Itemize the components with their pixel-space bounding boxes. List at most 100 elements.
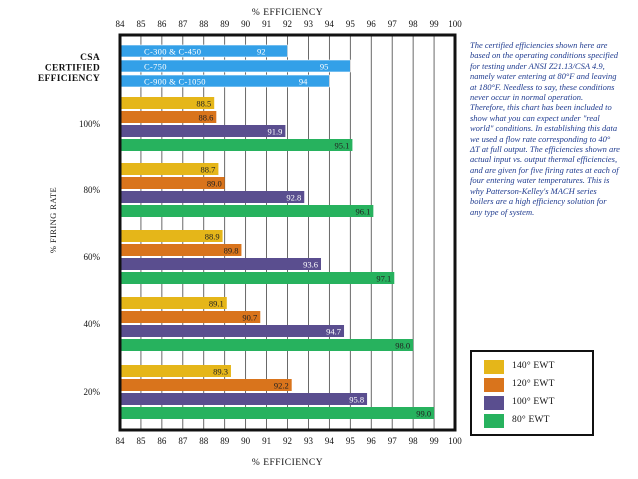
bar: [121, 407, 435, 419]
bar-value-label: 95.1: [335, 141, 350, 151]
bar-value-label: 89.0: [207, 179, 222, 189]
bar-value-label: 96.1: [355, 207, 370, 217]
x-tick-label-bottom: 99: [430, 436, 440, 446]
category-label: 80%: [84, 185, 101, 195]
bar: [121, 125, 286, 137]
x-tick-label-top: 98: [409, 19, 419, 29]
legend-label: 140° EWT: [512, 361, 555, 371]
bar: [121, 230, 223, 242]
x-axis-label: % EFFICIENCY: [252, 458, 323, 468]
x-tick-label-top: 84: [116, 19, 126, 29]
bar: [121, 325, 345, 337]
csa-bar-name: C-900 & C-1050: [144, 77, 206, 87]
bar: [121, 365, 231, 377]
bar: [121, 311, 261, 323]
csa-label: EFFICIENCY: [38, 74, 100, 84]
x-tick-label-top: 87: [178, 19, 188, 29]
bar: [121, 244, 242, 256]
legend-item: 80° EWT: [484, 414, 584, 430]
plot-frame: [118, 33, 457, 432]
x-tick-label-bottom: 94: [325, 436, 335, 446]
bar-value-label: 89.8: [224, 246, 239, 256]
legend-item: 140° EWT: [484, 360, 584, 376]
category-label: 40%: [84, 319, 101, 329]
bar-value-label: 99.0: [416, 409, 431, 419]
bar-value-label: 88.5: [196, 99, 211, 109]
x-tick-label-bottom: 91: [262, 436, 271, 446]
bar: [121, 97, 215, 109]
x-tick-label-bottom: 89: [220, 436, 230, 446]
bar-value-label: 98.0: [395, 341, 410, 351]
bar: [121, 393, 368, 405]
category-label: 60%: [84, 252, 101, 262]
x-tick-label-bottom: 87: [178, 436, 188, 446]
csa-bar-value: 95: [320, 62, 329, 72]
x-tick-label-top: 100: [448, 19, 462, 29]
bar-value-label: 93.6: [303, 260, 318, 270]
legend-label: 100° EWT: [512, 397, 555, 407]
bar-value-label: 88.9: [205, 232, 220, 242]
x-tick-label-bottom: 86: [157, 436, 167, 446]
x-tick-label-bottom: 96: [367, 436, 377, 446]
bar-value-label: 94.7: [326, 327, 341, 337]
x-tick-label-bottom: 95: [346, 436, 356, 446]
bar-value-label: 89.1: [209, 299, 224, 309]
legend-label: 120° EWT: [512, 379, 555, 389]
legend: 140° EWT 120° EWT 100° EWT 80° EWT: [470, 350, 594, 436]
bar-value-label: 88.7: [201, 165, 216, 175]
csa-bar-name: C-750: [144, 62, 167, 72]
x-tick-label-bottom: 97: [388, 436, 398, 446]
x-tick-label-top: 94: [325, 19, 335, 29]
bar: [121, 205, 374, 217]
x-tick-label-bottom: 93: [304, 436, 314, 446]
legend-swatch: [484, 396, 504, 410]
x-tick-label-bottom: 90: [241, 436, 251, 446]
x-tick-label-top: 93: [304, 19, 314, 29]
category-label: 20%: [84, 387, 101, 397]
bar: [121, 111, 217, 123]
csa-bar-value: 92: [257, 47, 266, 57]
chart-title: % EFFICIENCY: [252, 8, 323, 18]
chart-note: The certified efficiencies shown here ar…: [470, 40, 620, 217]
x-tick-label-bottom: 88: [199, 436, 209, 446]
x-tick-label-top: 89: [220, 19, 230, 29]
x-tick-label-top: 85: [136, 19, 146, 29]
bar: [121, 258, 321, 270]
x-tick-label-top: 96: [367, 19, 377, 29]
legend-label: 80° EWT: [512, 415, 550, 425]
legend-swatch: [484, 378, 504, 392]
legend-item: 120° EWT: [484, 378, 584, 394]
x-tick-label-bottom: 92: [283, 436, 292, 446]
bar-value-label: 92.8: [286, 193, 301, 203]
x-tick-label-top: 95: [346, 19, 356, 29]
legend-item: 100° EWT: [484, 396, 584, 412]
bar-value-label: 97.1: [376, 274, 391, 284]
x-tick-label-top: 97: [388, 19, 398, 29]
x-tick-label-bottom: 84: [116, 436, 126, 446]
csa-bar-value: 94: [299, 77, 308, 87]
x-tick-label-top: 86: [157, 19, 167, 29]
x-tick-label-top: 92: [283, 19, 292, 29]
bar-value-label: 88.6: [198, 113, 213, 123]
csa-bar-name: C-300 & C-450: [144, 47, 201, 57]
x-tick-label-top: 90: [241, 19, 251, 29]
bar-value-label: 95.8: [349, 395, 364, 405]
x-tick-label-top: 88: [199, 19, 209, 29]
x-tick-label-top: 99: [430, 19, 440, 29]
bar: [121, 379, 292, 391]
category-label: 100%: [79, 119, 101, 129]
csa-label: CERTIFIED: [45, 64, 100, 74]
bar-value-label: 90.7: [242, 313, 257, 323]
legend-swatch: [484, 414, 504, 428]
bar: [121, 339, 414, 351]
y-axis-label: % FIRING RATE: [48, 187, 58, 253]
bar: [121, 177, 225, 189]
x-tick-label-bottom: 85: [136, 436, 146, 446]
bar: [121, 272, 395, 284]
bar: [121, 163, 219, 175]
bar-value-label: 91.9: [268, 127, 283, 137]
bar: [121, 191, 305, 203]
x-tick-label-top: 91: [262, 19, 271, 29]
legend-swatch: [484, 360, 504, 374]
